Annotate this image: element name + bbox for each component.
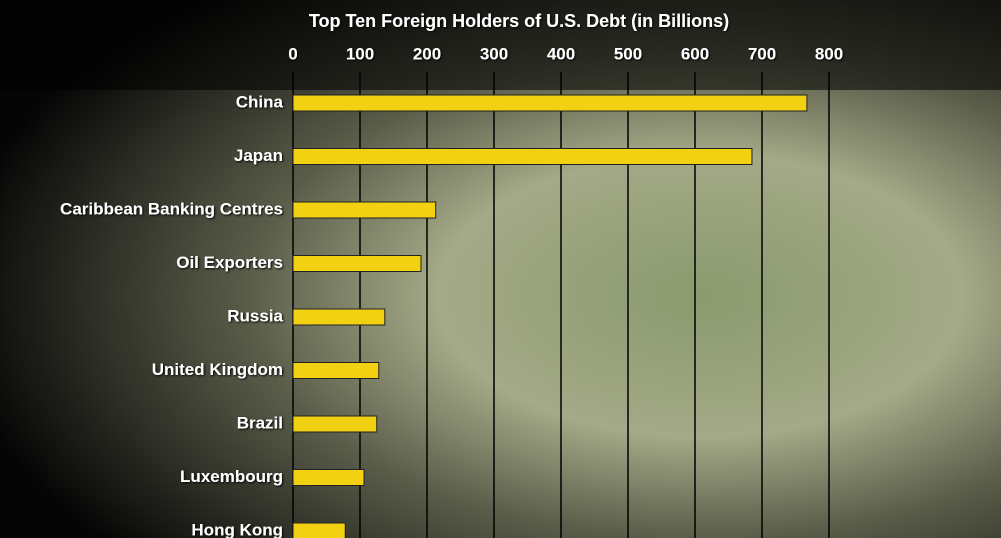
x-tick-label: 0	[288, 44, 297, 63]
x-tick-label: 300	[480, 44, 508, 63]
bar	[292, 94, 808, 112]
chart-title: Top Ten Foreign Holders of U.S. Debt (in…	[309, 11, 729, 31]
x-tick-label: 700	[748, 44, 776, 63]
y-tick-label: Japan	[234, 146, 283, 165]
y-tick-label: Russia	[227, 306, 283, 325]
bar	[292, 201, 437, 219]
y-tick-label: United Kingdom	[152, 360, 283, 379]
bar	[292, 148, 753, 165]
y-tick-label: Hong Kong	[191, 520, 283, 538]
y-tick-label: Luxembourg	[180, 467, 283, 486]
x-tick-label: 600	[681, 44, 709, 63]
y-tick-label: Brazil	[237, 413, 283, 432]
x-tick-label: 200	[413, 44, 441, 63]
y-tick-label: China	[236, 92, 284, 111]
y-tick-label: Caribbean Banking Centres	[60, 199, 283, 218]
bar	[292, 362, 380, 379]
y-tick-label: Oil Exporters	[176, 253, 283, 272]
bar	[292, 415, 378, 433]
x-tick-label: 500	[614, 44, 642, 63]
bar	[292, 469, 365, 486]
bar	[292, 308, 386, 326]
header-shade	[0, 0, 1001, 90]
bar	[292, 522, 346, 538]
bar	[292, 255, 422, 272]
x-tick-label: 800	[815, 44, 843, 63]
x-tick-label: 400	[547, 44, 575, 63]
x-tick-label: 100	[346, 44, 374, 63]
